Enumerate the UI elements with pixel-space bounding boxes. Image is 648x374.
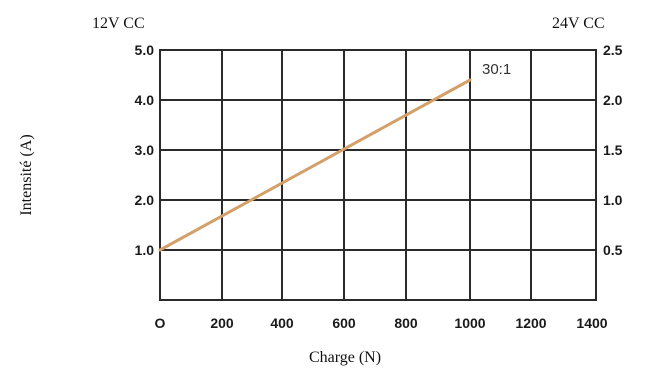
- x-tick-label: 600: [332, 315, 356, 331]
- plot-frame: [159, 49, 597, 301]
- y-left-tick-label: 1.0: [135, 242, 155, 258]
- right-axis-header: 24V CC: [552, 15, 605, 32]
- y-axis-label: Intensité (A): [18, 134, 35, 215]
- y-right-tick-label: 2.0: [603, 92, 623, 108]
- y-left-tick-label: 4.0: [135, 92, 155, 108]
- series-line: [158, 78, 472, 252]
- left-axis-header: 12V CC: [92, 15, 145, 32]
- x-tick-label: O: [155, 315, 166, 331]
- y-left-tick-label: 5.0: [135, 42, 155, 58]
- plot-area: 1.0 2.0 3.0 4.0 5.0 0.5 1.0 1.5 2.0 2.5 O 200 400 600…: [135, 42, 623, 331]
- x-tick-label: 1400: [576, 315, 607, 331]
- y-right-tick-label: 1.0: [603, 192, 623, 208]
- x-axis-label: Charge (N): [309, 349, 381, 366]
- series-label: 30:1: [482, 61, 511, 78]
- y-right-tick-label: 2.5: [603, 42, 623, 58]
- y-left-tick-label: 3.0: [135, 142, 155, 158]
- y-right-tick-label: 0.5: [603, 242, 623, 258]
- x-tick-label: 1000: [454, 315, 485, 331]
- x-tick-label: 200: [210, 315, 234, 331]
- y-right-tick-label: 1.5: [603, 142, 623, 158]
- x-tick-label: 400: [270, 315, 294, 331]
- x-tick-label: 1200: [515, 315, 546, 331]
- x-tick-label: 800: [394, 315, 418, 331]
- y-left-tick-label: 2.0: [135, 192, 155, 208]
